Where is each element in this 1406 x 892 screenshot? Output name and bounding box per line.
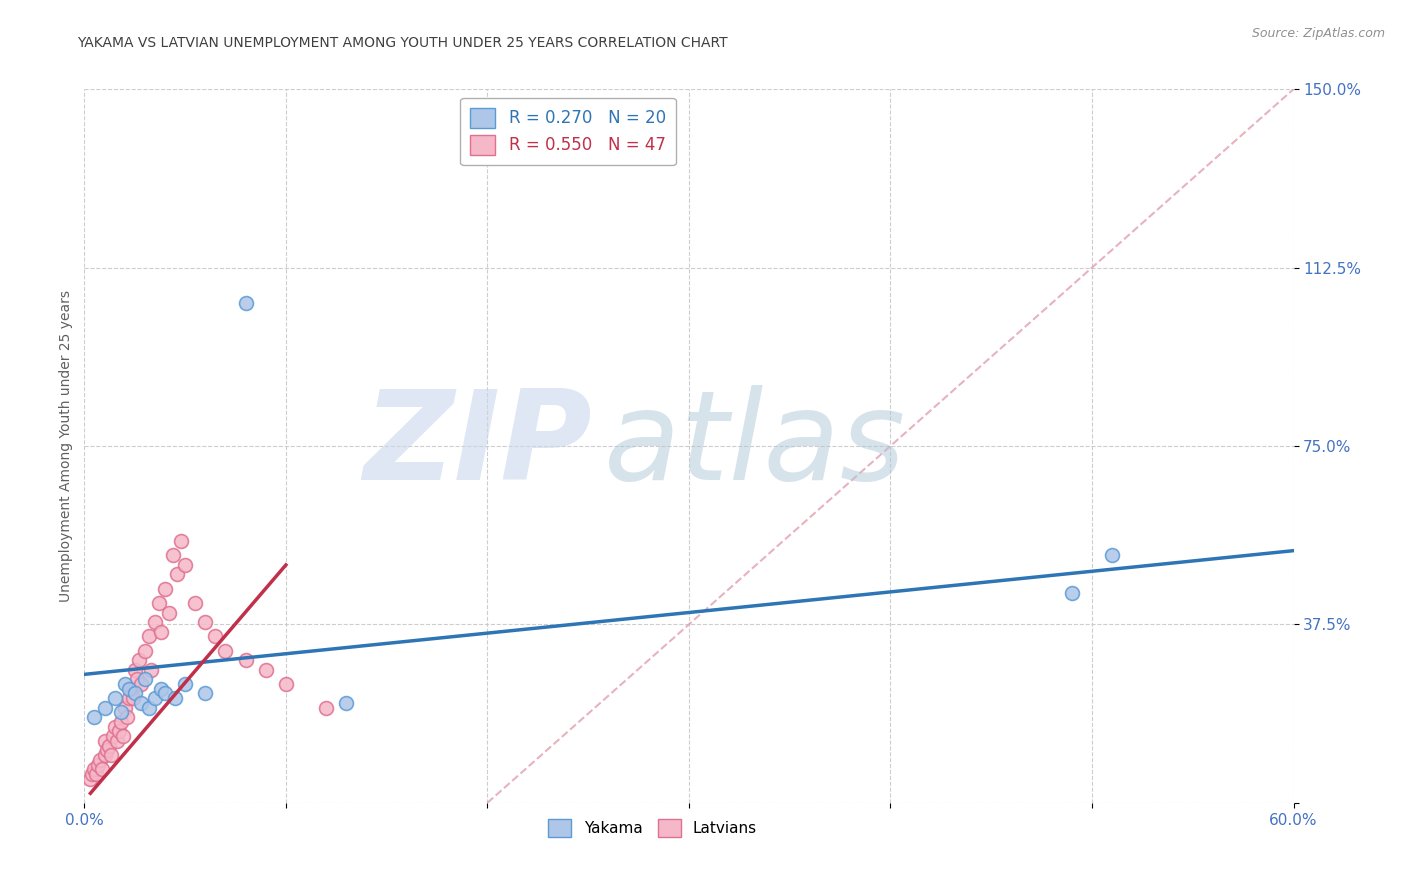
Point	[101, 729, 124, 743]
Point	[124, 686, 146, 700]
Point	[93, 734, 115, 748]
Point	[110, 706, 132, 720]
Point	[114, 700, 136, 714]
Point	[120, 681, 142, 696]
Point	[1060, 586, 1083, 600]
Point	[254, 663, 277, 677]
Point	[96, 743, 118, 757]
Point	[139, 663, 162, 677]
Point	[93, 700, 115, 714]
Point	[82, 767, 104, 781]
Point	[83, 710, 105, 724]
Y-axis label: Unemployment Among Youth under 25 years: Unemployment Among Youth under 25 years	[59, 290, 73, 602]
Point	[104, 720, 127, 734]
Point	[118, 691, 141, 706]
Point	[114, 677, 136, 691]
Point	[107, 724, 129, 739]
Point	[115, 710, 138, 724]
Point	[138, 700, 160, 714]
Point	[97, 739, 120, 753]
Point	[89, 753, 111, 767]
Point	[129, 677, 152, 691]
Point	[104, 691, 127, 706]
Point	[174, 558, 197, 572]
Legend: Yakama, Latvians: Yakama, Latvians	[541, 811, 765, 845]
Point	[149, 681, 172, 696]
Point	[1101, 549, 1123, 563]
Point	[335, 696, 357, 710]
Point	[143, 691, 166, 706]
Point	[138, 629, 160, 643]
Point	[121, 691, 143, 706]
Point	[134, 643, 156, 657]
Point	[105, 734, 128, 748]
Point	[315, 700, 337, 714]
Point	[143, 615, 166, 629]
Point	[184, 596, 207, 610]
Text: ZIP: ZIP	[364, 385, 592, 507]
Point	[86, 767, 108, 781]
Point	[100, 748, 122, 763]
Text: YAKAMA VS LATVIAN UNEMPLOYMENT AMONG YOUTH UNDER 25 YEARS CORRELATION CHART: YAKAMA VS LATVIAN UNEMPLOYMENT AMONG YOU…	[77, 36, 728, 50]
Point	[83, 763, 105, 777]
Point	[111, 729, 134, 743]
Point	[235, 296, 257, 310]
Point	[148, 596, 170, 610]
Text: atlas: atlas	[605, 385, 907, 507]
Point	[134, 672, 156, 686]
Point	[166, 567, 188, 582]
Point	[235, 653, 257, 667]
Point	[79, 772, 101, 786]
Text: Source: ZipAtlas.com: Source: ZipAtlas.com	[1251, 27, 1385, 40]
Point	[153, 686, 176, 700]
Point	[153, 582, 176, 596]
Point	[162, 549, 184, 563]
Point	[93, 748, 115, 763]
Point	[194, 686, 217, 700]
Point	[274, 677, 297, 691]
Point	[125, 672, 148, 686]
Point	[149, 624, 172, 639]
Point	[214, 643, 236, 657]
Point	[129, 696, 152, 710]
Point	[157, 606, 180, 620]
Point	[118, 681, 141, 696]
Point	[87, 757, 110, 772]
Point	[165, 691, 187, 706]
Point	[110, 714, 132, 729]
Point	[170, 534, 193, 549]
Point	[204, 629, 226, 643]
Point	[128, 653, 150, 667]
Point	[124, 663, 146, 677]
Point	[174, 677, 197, 691]
Point	[194, 615, 217, 629]
Point	[91, 763, 114, 777]
